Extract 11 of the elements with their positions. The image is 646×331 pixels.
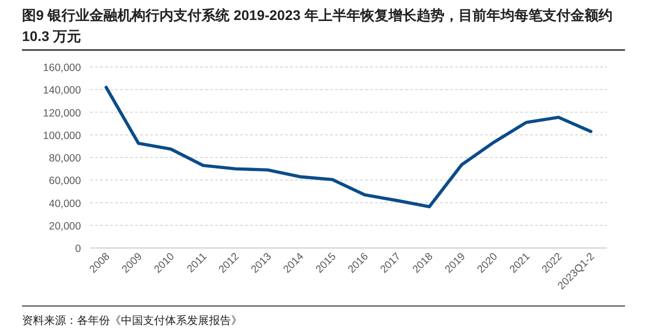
y-tick-label: 160,000 bbox=[43, 62, 82, 74]
y-tick-label: 80,000 bbox=[48, 152, 82, 164]
y-tick-label: 120,000 bbox=[43, 107, 82, 120]
text: 资料来源：各年份《中国支付体系发展报告》 bbox=[22, 314, 242, 327]
y-tick-label: 60,000 bbox=[48, 175, 82, 188]
y-tick-label: 140,000 bbox=[43, 84, 82, 97]
y-tick-label: 40,000 bbox=[48, 198, 82, 210]
y-tick-label: 100,000 bbox=[43, 130, 82, 142]
y-tick-label: 0 bbox=[75, 243, 82, 255]
title: 图9 银行业金融机构行内支付系统 2019-2023 年上半年恢复增长趋势，目前年均每笔支付金额约 10.3 万元 bbox=[22, 7, 612, 44]
y-tick-label: 20,000 bbox=[48, 220, 82, 232]
